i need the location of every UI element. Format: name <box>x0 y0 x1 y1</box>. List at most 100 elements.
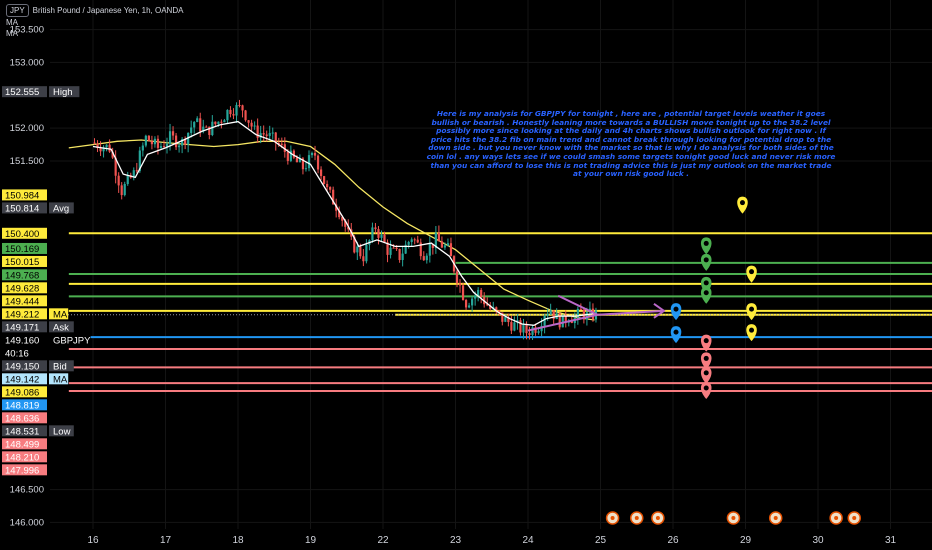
candle-body-13 <box>132 170 135 178</box>
candle-body-14 <box>135 170 138 172</box>
candle-body-89 <box>362 256 365 262</box>
candle-body-54 <box>256 125 259 138</box>
candle-body-133 <box>495 307 498 311</box>
candle-body-160 <box>576 308 579 318</box>
price-label-box-10 <box>2 321 47 333</box>
price-label-box-3 <box>2 227 47 239</box>
candle-body-4 <box>105 144 108 148</box>
candle-body-48 <box>238 104 241 106</box>
candle-body-20 <box>153 138 157 145</box>
candle-body-37 <box>205 126 208 128</box>
target-marker-dot-13 <box>703 385 709 391</box>
candle-body-154 <box>558 313 561 328</box>
price-label-box-6 <box>2 269 47 281</box>
candle-body-140 <box>516 320 519 323</box>
price-tag-0: High <box>53 87 73 98</box>
candle-body-136 <box>504 317 507 322</box>
time-axis[interactable]: 16 17 18 19 22 23 24 25 26 29 30 31 <box>87 535 896 546</box>
price-tag-box-10 <box>49 321 74 333</box>
legend-indicator-ma-1[interactable]: MA <box>6 18 18 27</box>
candle-body-49 <box>241 105 244 111</box>
time-tick-7: 25 <box>595 535 607 546</box>
candle-body-44 <box>226 109 229 121</box>
candle-body-23 <box>162 146 166 148</box>
triangle-lower-line <box>527 313 598 332</box>
price-tag-18: Low <box>53 426 71 437</box>
candle-body-69 <box>301 158 305 170</box>
price-label-17: 148.636 <box>5 413 39 424</box>
legend-title-row: JPY British Pound / Japanese Yen, 1h, OAN… <box>6 4 183 17</box>
candle-body-25 <box>168 131 172 144</box>
candle-body-16 <box>141 145 144 151</box>
candle-body-128 <box>480 289 483 298</box>
candle-body-50 <box>244 110 247 121</box>
price-label-box-7 <box>2 282 47 294</box>
candle-body-66 <box>292 150 295 158</box>
candle-body-65 <box>289 150 292 161</box>
candle-body-8 <box>117 175 120 186</box>
price-label-box-21 <box>2 464 47 476</box>
candle-body-9 <box>120 185 123 196</box>
legend-indicator-ma-2[interactable]: MA <box>6 29 18 38</box>
candle-body-83 <box>344 220 347 227</box>
candle-body-36 <box>202 126 205 132</box>
candle-body-138 <box>510 322 513 331</box>
target-marker-dot-4 <box>703 280 709 286</box>
price-label-box-18 <box>2 425 47 437</box>
candle-body-151 <box>549 310 552 315</box>
candle-body-99 <box>392 247 395 249</box>
price-label-box-11 <box>2 334 47 346</box>
candle-body-120 <box>455 271 459 284</box>
event-icon-core-3 <box>731 516 736 520</box>
price-label-5: 150.015 <box>5 257 39 268</box>
time-tick-3: 19 <box>305 535 317 546</box>
price-label-box-2 <box>2 202 47 214</box>
target-marker-dot-2 <box>703 257 709 263</box>
candle-body-84 <box>347 226 350 230</box>
candle-body-141 <box>519 320 522 333</box>
price-label-11: 149.160 <box>5 335 39 346</box>
candle-body-59 <box>271 132 274 134</box>
candle-body-74 <box>316 155 320 170</box>
candle-body-81 <box>338 210 341 218</box>
price-label-box-14 <box>2 373 47 385</box>
candle-body-103 <box>404 244 407 254</box>
target-marker-dot-10 <box>703 338 709 344</box>
candle-body-68 <box>298 158 302 163</box>
time-tick-11: 31 <box>885 535 897 546</box>
candle-body-144 <box>528 333 531 335</box>
candle-body-79 <box>332 189 335 205</box>
price-label-box-0 <box>2 86 47 98</box>
candle-body-40 <box>214 121 217 125</box>
candle-body-19 <box>150 141 154 145</box>
price-tag-2: Avg <box>53 203 69 214</box>
candle-body-67 <box>295 157 299 163</box>
candle-body-28 <box>177 145 181 148</box>
candle-body-76 <box>322 176 326 184</box>
candle-body-124 <box>467 305 471 308</box>
grid-lines <box>50 0 932 529</box>
candle-body-112 <box>431 243 434 248</box>
candle-body-152 <box>552 310 555 320</box>
candle-body-27 <box>174 135 178 148</box>
candle-body-106 <box>413 239 416 241</box>
price-tick-1: 153.000 <box>10 57 44 68</box>
candle-body-108 <box>419 242 422 257</box>
candle-body-101 <box>398 249 401 260</box>
candle-body-90 <box>365 244 368 262</box>
price-tag-14: MA <box>53 374 68 385</box>
price-label-8: 149.444 <box>5 296 39 307</box>
time-tick-5: 23 <box>450 535 462 546</box>
candle-body-118 <box>449 243 453 257</box>
candle-body-58 <box>268 133 271 136</box>
symbol-badge[interactable]: JPY <box>6 4 29 17</box>
price-axis[interactable]: 153.500 153.000 152.000 151.500 146.500 146.0… <box>2 25 91 529</box>
ma-white-line <box>92 120 595 326</box>
candle-body-18 <box>147 135 150 142</box>
target-markers-layer <box>670 196 757 399</box>
candle-body-78 <box>329 187 332 190</box>
candle-body-77 <box>326 183 329 188</box>
event-icon-core-4 <box>773 516 778 520</box>
price-label-13: 149.150 <box>5 361 39 372</box>
